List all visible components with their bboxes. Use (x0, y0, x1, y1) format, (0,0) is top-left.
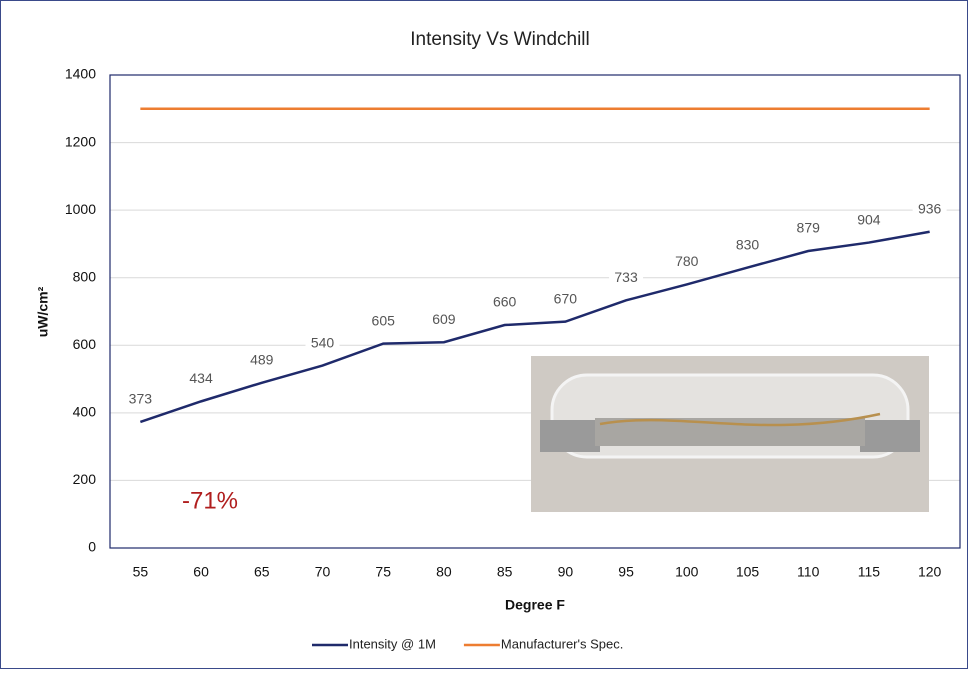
x-tick-label: 120 (918, 564, 942, 580)
y-tick-label: 0 (88, 539, 96, 555)
data-label: 830 (736, 236, 760, 252)
x-tick-label: 60 (193, 564, 209, 580)
data-label-bg (791, 220, 826, 239)
data-label-bg (851, 211, 886, 230)
legend-label: Manufacturer's Spec. (501, 636, 623, 651)
data-label: 904 (857, 211, 881, 227)
data-label: 660 (493, 294, 517, 310)
x-tick-label: 115 (858, 564, 881, 580)
x-tick-label: 110 (797, 564, 820, 580)
plot-border (109, 74, 961, 549)
y-tick-label: 1000 (65, 201, 96, 217)
y-axis-label: uW/cm² (35, 286, 51, 337)
data-label-bg (305, 334, 340, 353)
x-tick-label: 90 (558, 564, 574, 580)
data-label: 489 (250, 351, 274, 367)
y-tick-label: 200 (73, 471, 97, 487)
data-label: 936 (918, 200, 942, 216)
x-tick-label: 85 (497, 564, 513, 580)
y-tick-label: 1400 (65, 66, 96, 82)
data-label-bg (184, 370, 219, 389)
x-tick-label: 100 (675, 564, 699, 580)
data-label-bg (548, 290, 583, 309)
data-label: 733 (614, 269, 638, 285)
data-label-bg (730, 236, 765, 255)
data-label: 605 (372, 312, 396, 328)
x-tick-label: 75 (375, 564, 391, 580)
data-label-bg (669, 253, 704, 272)
x-tick-label: 105 (736, 564, 760, 580)
y-tick-label: 800 (73, 268, 97, 284)
y-tick-label: 1200 (65, 133, 96, 149)
x-axis-label: Degree F (505, 597, 565, 613)
data-label-bg (123, 390, 158, 409)
chart-title: Intensity Vs Windchill (410, 29, 590, 50)
data-label: 373 (129, 391, 153, 407)
data-label-bg (912, 200, 947, 219)
data-label-bg (609, 269, 644, 288)
photo-cap (540, 420, 600, 452)
y-tick-label: 600 (73, 336, 97, 352)
x-tick-label: 80 (436, 564, 452, 580)
data-label: 540 (311, 334, 335, 350)
data-label-bg (244, 351, 279, 370)
x-tick-label: 55 (133, 564, 149, 580)
x-tick-label: 65 (254, 564, 270, 580)
series-line (139, 230, 930, 424)
photo-cap (860, 420, 920, 452)
data-label-bg (366, 312, 401, 331)
data-label: 670 (554, 290, 578, 306)
x-tick-label: 70 (315, 564, 331, 580)
annotation: -71% (182, 487, 238, 514)
data-label: 434 (189, 370, 213, 386)
photo-wire (599, 412, 881, 427)
data-label-bg (426, 311, 461, 330)
photo (531, 356, 929, 512)
legend-label: Intensity @ 1M (349, 636, 436, 651)
data-label-bg (487, 294, 522, 313)
x-tick-label: 95 (618, 564, 634, 580)
y-tick-label: 400 (73, 404, 97, 420)
data-label: 609 (432, 311, 456, 327)
data-label: 879 (797, 220, 821, 236)
data-label: 780 (675, 253, 699, 269)
